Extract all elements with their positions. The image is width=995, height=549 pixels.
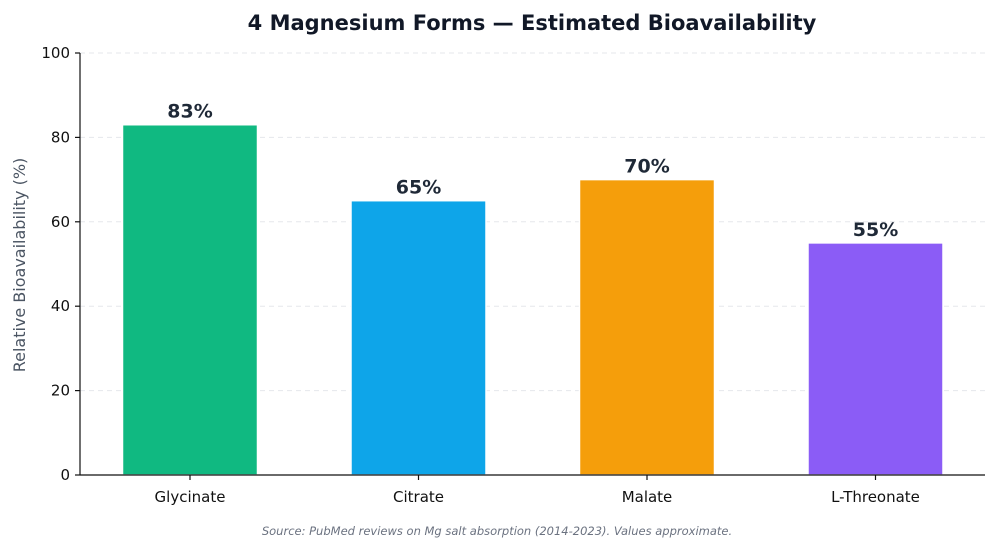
value-label: 83% <box>167 101 212 123</box>
axes <box>75 52 985 480</box>
y-tick-label: 80 <box>51 128 70 146</box>
bar-l-threonate <box>807 242 944 476</box>
value-label: 65% <box>396 177 441 199</box>
x-tick-label: Malate <box>622 488 673 506</box>
y-tick-label: 20 <box>51 382 70 400</box>
y-axis-label: Relative Bioavailability (%) <box>10 158 29 373</box>
source-note: Source: PubMed reviews on Mg salt absorp… <box>262 524 732 538</box>
bar-glycinate <box>121 123 259 476</box>
chart-title: 4 Magnesium Forms — Estimated Bioavailab… <box>248 11 817 35</box>
value-label: 55% <box>853 219 898 241</box>
y-tick-label: 60 <box>51 213 70 231</box>
x-tick-label: Citrate <box>393 488 444 506</box>
grid-lines <box>80 52 985 392</box>
y-tick-label: 40 <box>51 297 70 315</box>
tick-labels: 0 20 40 60 80 100 Glycinate Citrate Malate L-Thre… <box>41 44 920 506</box>
bar-malate <box>578 178 716 476</box>
bar-citrate <box>350 199 487 476</box>
value-label: 70% <box>624 156 669 178</box>
y-tick-label: 100 <box>41 44 70 62</box>
y-tick-label: 0 <box>60 466 70 484</box>
value-labels: 83% 65% 70% 55% <box>167 101 898 241</box>
x-tick-label: Glycinate <box>155 488 226 506</box>
x-tick-label: L-Threonate <box>831 488 920 506</box>
bars <box>121 123 944 476</box>
